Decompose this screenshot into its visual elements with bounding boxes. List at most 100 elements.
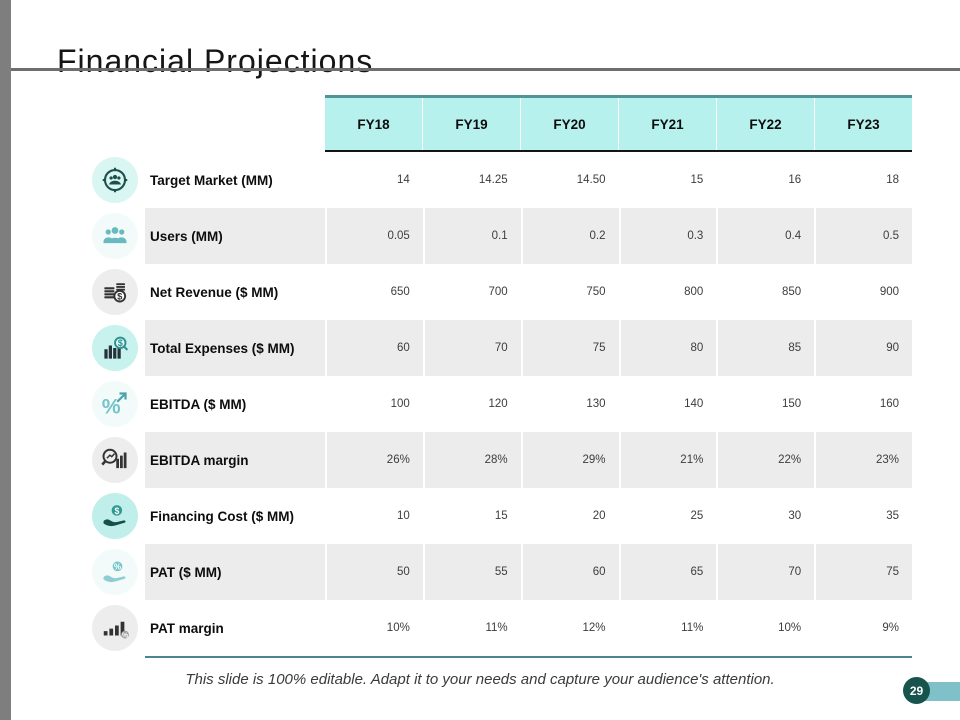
svg-text:%: %	[102, 394, 121, 418]
cell-value: 60	[520, 544, 619, 600]
page-number-badge: 29	[903, 677, 930, 704]
column-header-fy23: FY23	[815, 98, 912, 150]
table-row: % EBITDA ($ MM) 100 120 130 140 150 160	[85, 376, 912, 432]
cell-value: 18	[814, 152, 912, 208]
cell-value: 30	[716, 488, 814, 544]
cell-value: 11%	[618, 600, 717, 656]
cell-value: 650	[325, 264, 423, 320]
cell-value: 0.05	[325, 208, 423, 264]
cell-value: 80	[618, 320, 717, 376]
cell-value: 26%	[325, 432, 423, 488]
cell-value: 50	[325, 544, 423, 600]
table-row: $ Net Revenue ($ MM) 650 700 750 800 850…	[85, 264, 912, 320]
row-label: EBITDA margin	[145, 432, 325, 488]
cell-value: 75	[520, 320, 619, 376]
financial-projections-table: FY18 FY19 FY20 FY21 FY22 FY23 Target Mar…	[85, 95, 912, 658]
left-edge-bar	[0, 0, 11, 720]
cell-value: 10%	[716, 600, 814, 656]
row-label: Financing Cost ($ MM)	[150, 508, 294, 524]
cell-value: 20	[520, 488, 619, 544]
users-group-icon	[92, 213, 138, 259]
cell-value: 100	[325, 376, 423, 432]
column-header-fy19: FY19	[423, 98, 520, 150]
magnifier-bar-chart-icon	[92, 437, 138, 483]
column-header-fy21: FY21	[619, 98, 716, 150]
cell-value: 70	[716, 544, 815, 600]
title-divider	[11, 68, 960, 71]
cell-value: 0.1	[422, 208, 521, 264]
percent-growth-arrow-icon: %	[92, 381, 138, 427]
cell-value: 0.2	[520, 208, 619, 264]
cell-value: 10%	[325, 600, 423, 656]
cell-value: 120	[422, 376, 521, 432]
cell-value: 60	[325, 320, 423, 376]
table-row: $ Total Expenses ($ MM) 60 70 75 80 85 9…	[85, 320, 912, 376]
table-row: Target Market (MM) 14 14.25 14.50 15 16 …	[85, 152, 912, 208]
table-row: % PAT ($ MM) 50 55 60 65 70 75	[85, 544, 912, 600]
cell-value: 23%	[814, 432, 912, 488]
cell-value: 9%	[814, 600, 912, 656]
cell-value: 15	[422, 488, 521, 544]
cell-value: 140	[618, 376, 717, 432]
cell-value: 75	[814, 544, 912, 600]
row-label: PAT margin	[150, 620, 224, 636]
svg-text:$: $	[118, 338, 123, 348]
cell-value: 90	[814, 320, 912, 376]
cell-value: 160	[814, 376, 912, 432]
table-bottom-rule	[145, 656, 912, 658]
cell-value: 800	[618, 264, 717, 320]
expenses-bar-chart-icon: $	[92, 325, 138, 371]
cell-value: 14	[325, 152, 423, 208]
cell-value: 850	[716, 264, 814, 320]
svg-text:$: $	[114, 506, 119, 516]
cell-value: 25	[618, 488, 717, 544]
cell-value: 21%	[618, 432, 717, 488]
cell-value: 16	[716, 152, 814, 208]
svg-text:%: %	[114, 563, 121, 572]
hand-dollar-coin-icon: $	[92, 493, 138, 539]
cell-value: 12%	[520, 600, 619, 656]
row-label: Target Market (MM)	[150, 172, 273, 188]
table-header-row: FY18 FY19 FY20 FY21 FY22 FY23	[325, 95, 912, 152]
bar-chart-percent-icon: %	[92, 605, 138, 651]
row-label: EBITDA ($ MM)	[150, 396, 247, 412]
cell-value: 35	[814, 488, 912, 544]
cell-value: 28%	[422, 432, 521, 488]
footer-note: This slide is 100% editable. Adapt it to…	[185, 671, 775, 688]
cell-value: 0.3	[618, 208, 717, 264]
cell-value: 900	[814, 264, 912, 320]
hand-percent-coin-icon: %	[92, 549, 138, 595]
row-label: Users (MM)	[145, 208, 325, 264]
cell-value: 750	[520, 264, 619, 320]
column-header-fy18: FY18	[325, 98, 422, 150]
cell-value: 55	[422, 544, 521, 600]
cell-value: 130	[520, 376, 619, 432]
row-label: Net Revenue ($ MM)	[150, 284, 279, 300]
row-label: Total Expenses ($ MM)	[145, 320, 325, 376]
table-row: % PAT margin 10% 11% 12% 11% 10% 9%	[85, 600, 912, 656]
table-row: $ Financing Cost ($ MM) 10 15 20 25 30 3…	[85, 488, 912, 544]
cell-value: 85	[716, 320, 815, 376]
target-market-icon	[92, 157, 138, 203]
table-row: Users (MM) 0.05 0.1 0.2 0.3 0.4 0.5	[85, 208, 912, 264]
cell-value: 0.4	[716, 208, 815, 264]
cell-value: 700	[422, 264, 521, 320]
cell-value: 10	[325, 488, 423, 544]
page-title: Financial Projections	[57, 43, 374, 80]
page-number-strip	[920, 682, 960, 701]
column-header-fy20: FY20	[521, 98, 618, 150]
table-row: EBITDA margin 26% 28% 29% 21% 22% 23%	[85, 432, 912, 488]
cell-value: 14.25	[422, 152, 521, 208]
cell-value: 29%	[520, 432, 619, 488]
cell-value: 65	[618, 544, 717, 600]
cell-value: 0.5	[814, 208, 912, 264]
row-label: PAT ($ MM)	[145, 544, 325, 600]
coin-stack-icon: $	[92, 269, 138, 315]
column-header-fy22: FY22	[717, 98, 814, 150]
svg-text:$: $	[117, 292, 123, 302]
cell-value: 150	[716, 376, 814, 432]
cell-value: 15	[618, 152, 717, 208]
cell-value: 11%	[422, 600, 521, 656]
cell-value: 14.50	[520, 152, 619, 208]
cell-value: 70	[422, 320, 521, 376]
